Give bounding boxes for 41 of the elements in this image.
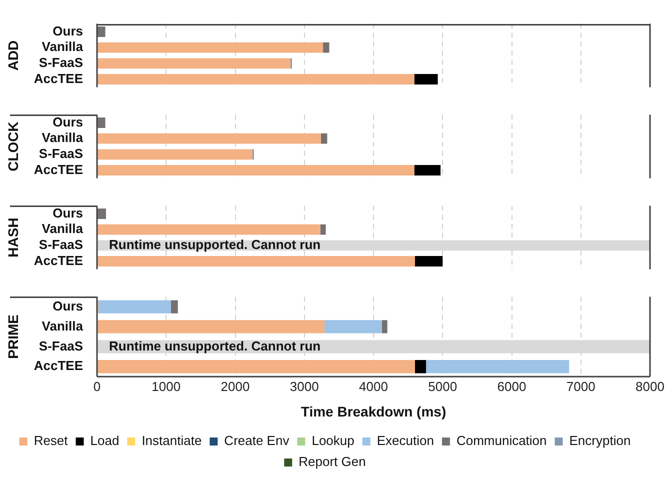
y-tick-label: Vanilla bbox=[42, 318, 84, 334]
x-tick-label: 3000 bbox=[290, 378, 319, 394]
x-tick-label: 2000 bbox=[220, 378, 250, 394]
text: PRIME bbox=[4, 314, 21, 359]
y-tick-label: S-FaaS bbox=[38, 55, 84, 70]
y-tick-label: Vanilla bbox=[42, 39, 84, 54]
x-tick-label: 7000 bbox=[566, 378, 596, 394]
band-label: Runtime unsupported. Cannot run bbox=[109, 237, 321, 252]
y-tick-label: Vanilla bbox=[42, 130, 84, 146]
x-tick-label: 0 bbox=[93, 378, 101, 394]
legend-label: Report Gen bbox=[298, 454, 366, 470]
y-tick-label: Vanilla bbox=[42, 221, 84, 236]
y-tick-label: S-FaaS bbox=[38, 338, 84, 354]
x-tick-label: 5000 bbox=[428, 378, 458, 394]
y-tick-label: AccTEE bbox=[34, 252, 84, 268]
text: CLOCK bbox=[4, 122, 21, 172]
y-tick-label: AccTEE bbox=[34, 70, 84, 86]
y-tick-label: S-FaaS bbox=[38, 237, 84, 252]
y-tick-label: AccTEE bbox=[34, 162, 84, 177]
legend-label: Communication bbox=[456, 433, 547, 448]
y-tick-label: Ours bbox=[52, 114, 83, 130]
legend-label: Encryption bbox=[569, 433, 631, 448]
x-tick-label: 4000 bbox=[359, 378, 388, 394]
legend-label: Reset bbox=[34, 433, 68, 448]
x-tick-label: 1000 bbox=[152, 378, 181, 394]
x-tick-label: 6000 bbox=[497, 378, 526, 394]
legend-label: Execution bbox=[376, 433, 434, 448]
y-tick-label: AccTEE bbox=[34, 358, 84, 374]
legend-label: Lookup bbox=[312, 433, 354, 448]
text: HASH bbox=[4, 218, 21, 258]
legend-label: Create Env bbox=[224, 433, 290, 448]
x-axis-title: Time Breakdown (ms) bbox=[300, 403, 446, 420]
y-tick-label: Ours bbox=[52, 205, 83, 220]
legend-label: Load bbox=[90, 433, 120, 448]
y-tick-label: Ours bbox=[52, 23, 83, 38]
y-tick-label: Ours bbox=[52, 298, 83, 314]
x-tick-label: 8000 bbox=[636, 378, 664, 394]
y-tick-label: S-FaaS bbox=[38, 146, 84, 162]
band-label: Runtime unsupported. Cannot run bbox=[109, 338, 321, 354]
legend-label: Instantiate bbox=[142, 433, 202, 448]
text: ADD bbox=[4, 40, 21, 71]
